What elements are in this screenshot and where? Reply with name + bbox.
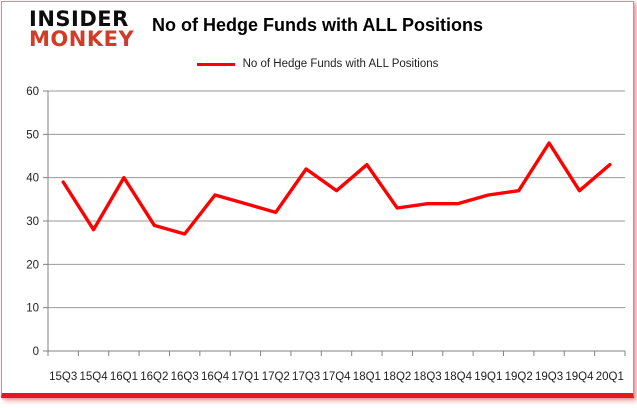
x-axis-label: 18Q2 (383, 371, 411, 383)
x-axis-label: 16Q1 (110, 371, 138, 383)
x-axis-label: 19Q3 (535, 371, 563, 383)
y-axis-label: 10 (26, 303, 39, 315)
x-axis-label: 17Q3 (292, 371, 320, 383)
legend-line-marker (196, 62, 235, 66)
y-axis-label: 50 (26, 129, 39, 141)
x-axis-label: 15Q4 (79, 371, 108, 383)
chart-card: INSIDER MONKEY No of Hedge Funds with AL… (1, 1, 634, 398)
x-axis-label: 17Q2 (262, 371, 290, 383)
x-axis-label: 15Q3 (49, 371, 77, 383)
insider-monkey-logo: INSIDER MONKEY (29, 7, 135, 51)
x-axis-label: 18Q3 (414, 371, 442, 383)
y-axis-label: 60 (26, 86, 39, 98)
y-axis-label: 40 (26, 173, 39, 185)
logo-text-insider: INSIDER (29, 7, 129, 31)
x-axis-label: 19Q2 (505, 371, 533, 383)
x-axis-label: 16Q2 (140, 371, 168, 383)
logo-text-monkey: MONKEY (29, 26, 135, 51)
x-axis-label: 16Q3 (171, 371, 199, 383)
x-axis-label: 17Q4 (322, 371, 351, 383)
chart-legend: No of Hedge Funds with ALL Positions (2, 58, 633, 70)
x-axis-label: 19Q1 (474, 371, 502, 383)
x-axis-label: 20Q1 (596, 371, 624, 383)
y-axis-label: 30 (26, 216, 39, 228)
x-axis-label: 16Q4 (201, 371, 230, 383)
data-line (61, 141, 612, 236)
chart-title: No of Hedge Funds with ALL Positions (152, 15, 483, 35)
x-axis-label: 19Q4 (565, 371, 594, 383)
legend-label: No of Hedge Funds with ALL Positions (242, 58, 439, 70)
x-axis-label: 18Q1 (353, 371, 381, 383)
y-axis-label: 0 (33, 346, 39, 358)
x-axis-label: 17Q1 (231, 371, 259, 383)
x-axis-label: 18Q4 (444, 371, 473, 383)
y-axis-label: 20 (26, 259, 39, 271)
